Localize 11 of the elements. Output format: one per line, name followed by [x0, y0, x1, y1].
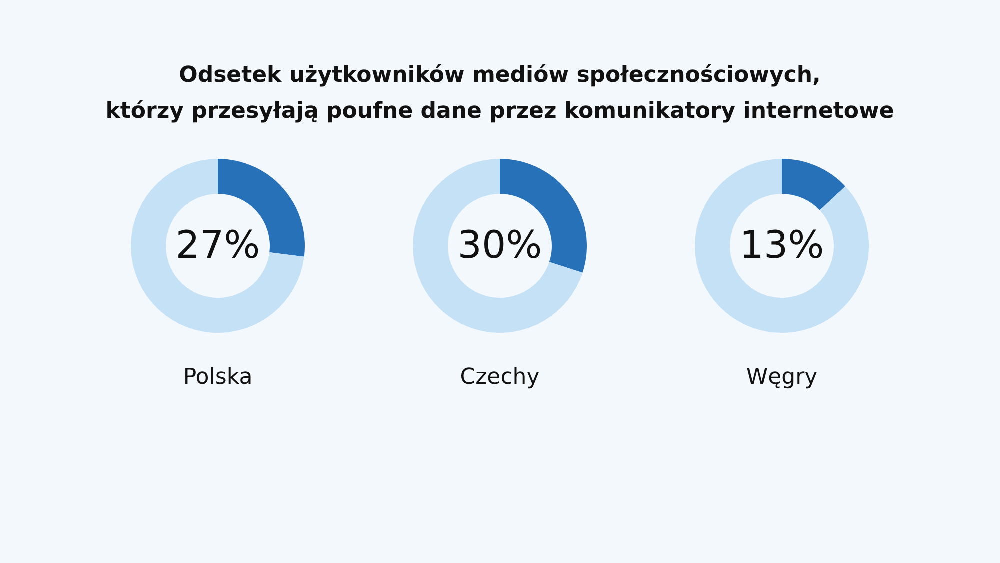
- donut-slice: [131, 159, 304, 333]
- donut-slice: [695, 159, 869, 333]
- data-label: 13%: [740, 223, 824, 267]
- donut-slice: [413, 159, 583, 333]
- text: Polska: [183, 365, 253, 390]
- data-label: 30%: [458, 223, 542, 267]
- text: Odsetek użytkowników mediów społecznościowych, którzy przesyłają poufne dane przez komunikatory internetowe: [104, 62, 896, 126]
- text: Węgry: [746, 365, 818, 390]
- text: Czechy: [460, 365, 540, 390]
- donut-slice: [782, 159, 846, 210]
- data-label: 27%: [176, 223, 260, 267]
